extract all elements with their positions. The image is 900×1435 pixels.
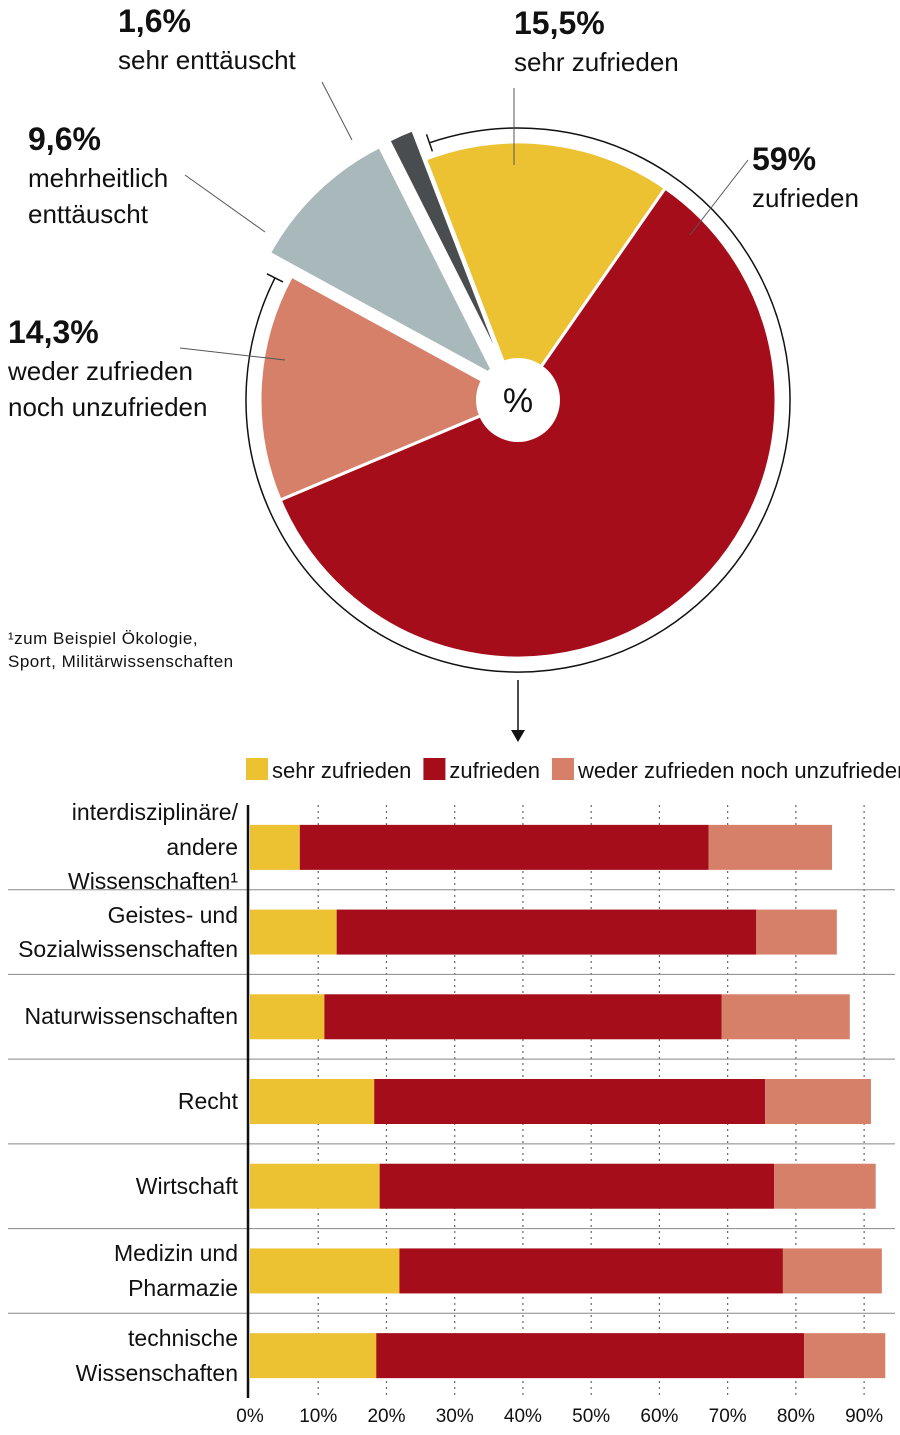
x-tick-label: 20%	[367, 1406, 405, 1427]
bracket-end	[266, 273, 284, 283]
pie-label: mehrheitlich enttäuscht	[28, 163, 169, 230]
bar-segment	[250, 1079, 375, 1124]
leader-line	[179, 347, 286, 361]
bar-segment	[765, 1079, 871, 1124]
pie-value-label: 9,6%	[28, 121, 101, 157]
bracket-arc	[245, 127, 791, 673]
pie-label: weder zufrieden noch unzufrieden	[8, 356, 208, 423]
bracket-end	[425, 134, 434, 152]
legend-swatch	[551, 758, 574, 780]
pie-value-label: 15,5%	[514, 5, 605, 41]
bar-segment	[324, 994, 722, 1040]
pie-slice	[423, 140, 668, 404]
pie-value-label: 59%	[752, 141, 817, 177]
y-tick-label: Recht	[177, 1088, 238, 1114]
y-tick-label: interdisziplinäre/ andere Wissenschaften…	[67, 799, 238, 895]
center-hole	[476, 358, 560, 442]
legend-swatch	[423, 758, 446, 780]
bar-segment	[250, 994, 325, 1040]
pie-value-label: 1,6%	[118, 3, 191, 39]
leader-line	[184, 174, 266, 233]
bar-segment	[379, 1163, 775, 1209]
bar-segment	[299, 824, 709, 870]
pie-slice	[267, 144, 500, 381]
legend-label: weder zufrieden noch unzufrieden	[577, 758, 900, 783]
x-tick-label: 30%	[436, 1406, 474, 1427]
bar-segment	[804, 1333, 886, 1379]
pie-value-label: 14,3%	[8, 314, 99, 350]
legend-label: sehr zufrieden	[272, 758, 411, 783]
bar-segment	[756, 909, 837, 955]
center-label: %	[503, 382, 533, 420]
y-tick-label: Geistes- und Sozialwissenschaften	[18, 901, 238, 963]
bar-segment	[399, 1248, 783, 1294]
bar-segment	[774, 1163, 876, 1209]
y-tick-label: Naturwissenschaften	[24, 1003, 239, 1030]
bar-segment	[250, 1163, 380, 1209]
y-tick-label: Wirtschaft	[135, 1172, 238, 1199]
pie-label: sehr zufrieden	[514, 47, 679, 77]
x-tick-label: 50%	[572, 1406, 610, 1427]
x-tick-label: 80%	[777, 1406, 815, 1427]
y-tick-label: Medizin und Pharmazie	[113, 1240, 238, 1301]
x-tick-label: 90%	[845, 1406, 883, 1427]
bar-segment	[250, 1333, 377, 1379]
arrow-head	[511, 730, 525, 742]
leader-line	[321, 81, 353, 141]
x-tick-label: 40%	[504, 1406, 542, 1427]
bar-segment	[782, 1248, 882, 1294]
leader-line	[689, 159, 749, 236]
bar-segment	[376, 1333, 805, 1379]
x-tick-label: 70%	[709, 1406, 747, 1427]
pie-slice	[386, 127, 507, 372]
x-tick-label: 0%	[236, 1406, 264, 1427]
bar-segment	[250, 824, 300, 870]
bar-segment	[374, 1079, 766, 1124]
pie-slice	[258, 274, 522, 502]
y-tick-label: technische Wissenschaften	[75, 1325, 238, 1386]
x-tick-label: 10%	[299, 1406, 337, 1427]
pie-label: sehr enttäuscht	[118, 45, 296, 75]
legend-label: zufrieden	[449, 758, 540, 783]
footnote: ¹zum Beispiel Ökologie, Sport, Militärwi…	[8, 629, 234, 671]
bar-segment	[250, 1248, 400, 1294]
bar-segment	[708, 824, 833, 870]
pie-label: zufrieden	[752, 183, 859, 213]
bar-segment	[721, 994, 850, 1040]
bar-segment	[336, 909, 757, 955]
bar-segment	[250, 909, 337, 955]
x-tick-label: 60%	[640, 1406, 678, 1427]
legend-swatch	[246, 758, 268, 780]
